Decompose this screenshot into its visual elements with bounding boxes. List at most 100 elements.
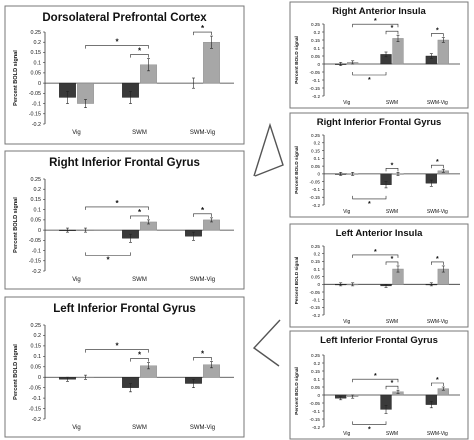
y-tick-label: -0.05 [310,401,321,406]
y-tick-label: 0.1 [314,377,321,382]
category-label: SWM-Vig [427,431,448,437]
significance-star: * [115,199,119,208]
y-tick-label: 0.05 [311,54,320,59]
category-label: SWM-Vig [427,319,448,325]
y-tick-label: 0.15 [31,50,42,56]
significance-bracket [352,23,399,28]
y-tick-label: 0.2 [314,30,321,35]
chart-panel: Left Inferior Frontal Gyrus 0.25 0.2 0.15 0.… [4,296,245,438]
y-axis-label: Percent BOLD signal [13,344,19,400]
y-tick-label: 0.05 [31,71,42,77]
y-tick-label: -0.05 [310,290,321,295]
category-label: Vig [343,431,350,437]
y-tick-label: 0.1 [314,46,321,51]
significance-bracket [385,261,399,265]
y-tick-label: 0.15 [311,38,320,43]
arrows-layer [252,122,284,367]
y-tick-label: 0 [317,393,320,398]
significance-bracket [85,349,149,353]
chart-title: Left Inferior Frontal Gyrus [320,335,438,346]
y-tick-label: -0.1 [32,396,41,402]
significance-bracket [352,378,399,383]
y-tick-label: 0.25 [311,244,320,249]
category-label: SWM [132,277,147,283]
y-tick-label: -0.2 [312,203,320,208]
y-tick-label: -0.2 [32,122,41,128]
y-tick-label: 0 [317,62,320,67]
significance-bracket [385,168,399,172]
category-label: Vig [72,130,81,136]
y-tick-label: 0.15 [311,369,320,374]
significance-star: * [391,380,394,387]
y-tick-label: -0.2 [312,313,320,318]
y-tick-label: 0.15 [311,148,320,153]
significance-bracket [193,213,212,217]
significance-bracket [431,164,444,169]
significance-star: * [138,47,142,56]
y-tick-label: -0.1 [32,248,41,254]
y-tick-label: 0.25 [31,177,42,183]
y-tick-label: 0.15 [31,197,42,203]
significance-bracket [352,254,399,258]
y-tick-label: -0.2 [32,269,41,275]
y-tick-label: 0.1 [314,267,321,272]
chart-panel: Left Inferior Frontal Gyrus 0.25 0.2 0.15 0.… [289,330,469,440]
significance-star: * [436,159,439,166]
category-label: Vig [72,425,81,431]
chart-panel: Right Inferior Frontal Gyrus 0.25 0.2 0.15 0… [4,150,245,290]
y-tick-label: 0.2 [314,251,321,256]
significance-star: * [138,208,142,217]
significance-bracket [130,358,149,362]
category-label: SWM [386,431,398,437]
y-tick-label: 0.1 [314,156,321,161]
y-tick-label: 0.2 [34,40,42,46]
significance-star: * [106,255,110,264]
significance-star: * [201,350,205,359]
y-axis-label: Percent BOLD signal [13,197,19,253]
y-tick-label: 0 [317,282,320,287]
bar [392,38,404,65]
panel-frame [289,330,469,440]
y-tick-label: -0.1 [312,187,320,192]
significance-star: * [368,201,371,208]
significance-bracket [431,33,444,37]
significance-bracket [130,215,149,219]
y-tick-label: 0.1 [34,354,42,360]
category-label: SWM-Vig [190,425,215,431]
significance-star: * [138,351,142,360]
y-tick-label: 0 [38,81,41,87]
category-label: Vig [72,277,81,283]
y-tick-label: -0.15 [29,406,41,412]
category-label: SWM [132,130,147,136]
significance-bracket [193,31,212,36]
y-tick-label: 0.2 [34,187,42,193]
y-tick-label: 0.15 [31,344,42,350]
y-axis-label: Percent BOLD signal [294,257,300,305]
significance-star: * [115,38,119,47]
significance-star: * [374,373,377,380]
y-tick-label: -0.05 [29,385,41,391]
category-label: SWM [132,425,147,431]
significance-bracket [431,261,444,265]
y-tick-label: 0 [38,228,41,234]
y-tick-label: 0.25 [311,353,320,358]
significance-star: * [436,256,439,263]
category-label: SWM [386,319,398,325]
significance-star: * [436,377,439,384]
y-axis-label: Percent BOLD signal [13,50,19,106]
chart-panel: Left Anterior Insula 0.25 0.2 0.15 0.1 0.05 0 -… [289,223,469,328]
chart-title: Right Anterior Insula [332,6,426,17]
y-tick-label: -0.05 [29,238,41,244]
y-axis-label: Percent BOLD signal [294,146,300,194]
chart-title: Dorsolateral Prefrontal Cortex [42,12,207,24]
y-tick-label: 0.05 [311,385,320,390]
category-label: SWM [386,209,398,215]
connector-arrow-bottom [252,319,281,367]
y-tick-label: 0.25 [31,30,42,36]
y-tick-label: -0.15 [310,86,321,91]
category-label: SWM [386,100,398,106]
connector-arrow-top [253,122,284,177]
y-tick-label: 0.05 [31,218,42,224]
y-tick-label: -0.15 [310,195,321,200]
